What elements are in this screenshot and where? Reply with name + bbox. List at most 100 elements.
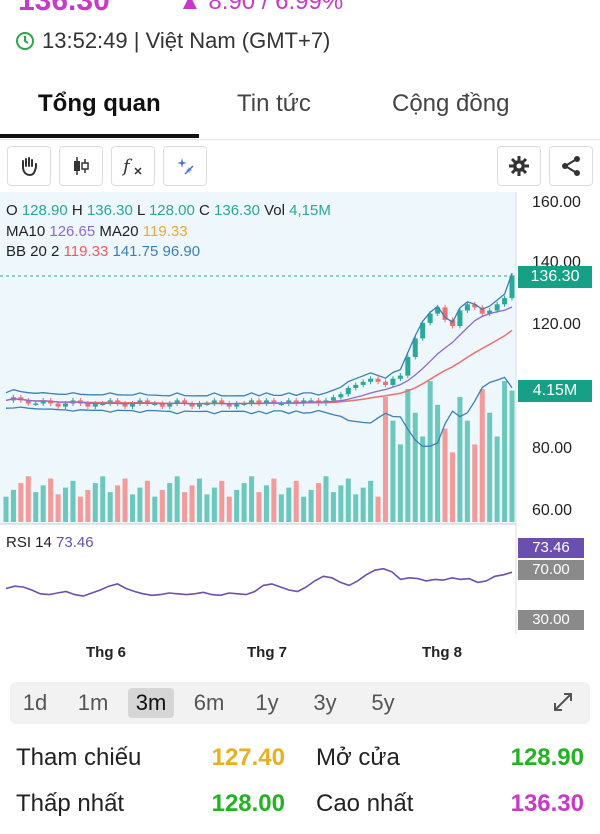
candle-body <box>249 400 255 404</box>
volume-bar <box>271 478 277 522</box>
low-label: L <box>136 202 145 219</box>
price-chart[interactable]: O 128.90 H 136.30 L 128.00 C 136.30 Vol … <box>0 192 600 668</box>
candlestick-icon <box>74 157 89 175</box>
volume-bar <box>397 444 403 522</box>
bb-upper-value: 141.75 <box>112 243 159 260</box>
candle-body <box>55 403 61 407</box>
candle-body <box>330 397 336 401</box>
tab-overview[interactable]: Tổng quan <box>38 90 161 117</box>
low-value: 128.00 <box>148 202 195 219</box>
open-label: O <box>6 202 18 219</box>
volume-bar <box>115 485 121 522</box>
candle-body <box>397 375 403 379</box>
ma10-value: 126.65 <box>49 223 96 240</box>
volume-bar <box>130 494 135 522</box>
candle-body <box>152 403 158 405</box>
volume-bar <box>122 478 128 522</box>
hand-icon <box>22 157 37 177</box>
chart-canvas[interactable] <box>0 192 600 668</box>
expand-icon[interactable] <box>552 691 574 713</box>
bb-lower-value: 96.90 <box>162 243 201 260</box>
volume-bar <box>293 480 299 522</box>
volume-bar <box>100 476 106 522</box>
volume-bar <box>323 476 329 522</box>
volume-bar <box>196 478 202 522</box>
ma-legend: MA10 126.65 MA20 119.33 <box>6 223 188 240</box>
candle-body <box>427 313 433 323</box>
tick-60: 60.00 <box>532 502 573 519</box>
candle-body <box>130 403 135 407</box>
period-3y[interactable]: 3y <box>313 690 337 715</box>
ohlc-legend: O 128.90 H 136.30 L 128.00 C 136.30 Vol … <box>6 202 331 219</box>
candle-body <box>92 403 98 407</box>
draw-tool-button[interactable] <box>7 146 51 186</box>
volume-bar <box>241 483 247 522</box>
rsi-label: RSI 14 <box>6 534 52 551</box>
bb-lower-line <box>5 376 513 448</box>
market-time: 13:52:49 | Việt Nam (GMT+7) <box>14 26 330 56</box>
ai-tools-button[interactable] <box>163 146 207 186</box>
vol-label: Vol <box>264 202 285 219</box>
volume-bar <box>167 483 173 522</box>
open-value: 128.90 <box>21 202 68 219</box>
volume-bar <box>48 478 54 522</box>
volume-bar <box>25 476 31 522</box>
period-6m[interactable]: 6m <box>193 690 225 715</box>
ma20-value: 119.33 <box>142 223 188 240</box>
volume-bar <box>263 485 269 522</box>
bb-upper-line <box>5 272 513 397</box>
high-price-value: 136.30 <box>510 790 584 817</box>
volume-bar <box>3 496 9 522</box>
volume-bar <box>107 492 113 522</box>
volume-bar <box>63 487 69 522</box>
function-icon: f <box>121 156 142 177</box>
chart-type-button[interactable] <box>59 146 103 186</box>
candle-body <box>308 400 314 402</box>
volume-bar <box>159 489 165 522</box>
period-1m[interactable]: 1m <box>77 690 109 715</box>
volume-bar <box>226 496 232 522</box>
tick-80: 80.00 <box>532 440 573 457</box>
period-3m[interactable]: 3m <box>128 688 174 718</box>
tab-community[interactable]: Cộng đồng <box>392 90 510 117</box>
price-change-value: 8.90 / 6.99% <box>208 0 344 15</box>
vol-value: 4,15M <box>289 202 331 219</box>
candle-body <box>40 400 46 404</box>
candle-body <box>375 378 381 382</box>
indicators-button[interactable]: f <box>111 146 155 186</box>
volume-bar <box>479 389 485 522</box>
period-1d[interactable]: 1d <box>22 690 48 715</box>
period-1y[interactable]: 1y <box>255 690 279 715</box>
candle-body <box>293 400 299 404</box>
candle-body <box>144 400 150 404</box>
candle-body <box>159 403 165 407</box>
volume-bar <box>412 412 418 522</box>
candle-body <box>494 304 500 311</box>
volume-bar <box>390 420 396 522</box>
candle-body <box>263 400 269 404</box>
rsi-value: 73.46 <box>56 534 94 551</box>
candle-body <box>286 400 292 404</box>
gear-icon <box>509 156 529 176</box>
high-label: H <box>71 202 83 219</box>
ref-label: Tham chiếu <box>16 744 142 771</box>
volume-bar <box>85 489 91 522</box>
tab-news[interactable]: Tin tức <box>237 90 311 117</box>
volume-bar <box>427 381 433 522</box>
volume-bar <box>457 396 463 522</box>
tab-bar: Tổng quan Tin tức Cộng đồng <box>0 78 600 140</box>
volume-bar <box>204 494 210 522</box>
volume-bar <box>487 412 493 522</box>
high-value: 136.30 <box>86 202 133 219</box>
period-selector: 1d 1m 3m 6m 1y 3y 5y <box>10 682 590 724</box>
candle-body <box>509 275 515 299</box>
candle-body <box>167 403 173 407</box>
settings-button[interactable] <box>497 146 541 186</box>
share-button[interactable] <box>549 146 593 186</box>
close-value: 136.30 <box>214 202 260 219</box>
candle-body <box>442 307 448 320</box>
period-5y[interactable]: 5y <box>371 690 395 715</box>
rsi-legend: RSI 14 73.46 <box>6 534 94 551</box>
volume-bar <box>360 487 366 522</box>
stats-row: Thấp nhất 128.00 Cao nhất 136.30 <box>0 790 600 834</box>
